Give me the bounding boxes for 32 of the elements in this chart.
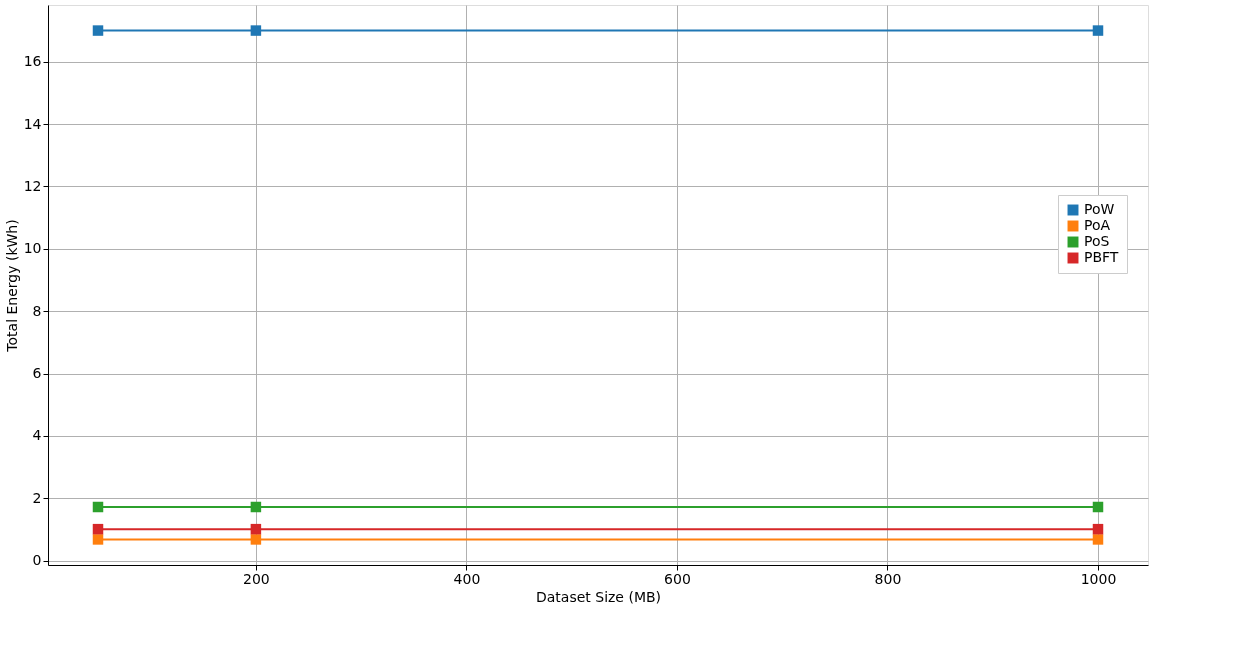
y-axis-title: Total Energy (kWh) [3, 219, 20, 353]
y-tick-label: 2 [32, 489, 42, 506]
x-tick-label: 200 [243, 570, 270, 587]
point [1092, 25, 1104, 36]
point [1092, 523, 1104, 535]
legend-label: PBFT [1084, 249, 1119, 265]
point [250, 534, 262, 545]
point [92, 534, 104, 545]
point [92, 501, 104, 513]
y-tick-label: 12 [23, 177, 42, 194]
point [92, 523, 104, 535]
y-tick-label: 4 [32, 427, 42, 444]
x-axis-title: Dataset Size (MB) [535, 588, 662, 605]
x-tick-label: 600 [664, 570, 691, 587]
y-tick-label: 10 [23, 240, 42, 257]
point [92, 25, 104, 36]
legend-label: PoW [1084, 201, 1115, 217]
y-tick-label: 14 [23, 115, 42, 132]
y-tick-label: 8 [32, 302, 42, 319]
x-tick-label: 800 [874, 570, 902, 587]
point [1092, 501, 1104, 513]
point [250, 25, 262, 36]
legend-label: PoS [1084, 233, 1110, 249]
point [250, 501, 262, 513]
x-tick-label: 400 [453, 570, 481, 587]
y-tick-label: 6 [32, 365, 42, 382]
legend-label: PoA [1084, 217, 1111, 233]
y-tick-label: 16 [23, 53, 42, 70]
y-tick-label: 0 [32, 552, 42, 569]
point [1092, 534, 1104, 545]
point [250, 523, 262, 535]
x-tick-label: 1000 [1080, 570, 1117, 587]
